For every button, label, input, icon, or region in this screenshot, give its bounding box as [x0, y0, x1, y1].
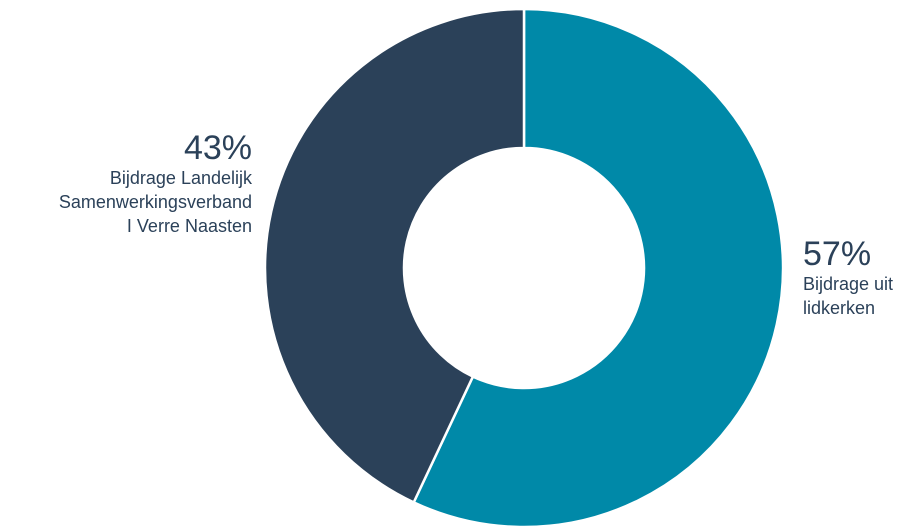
slice-desc-line: Bijdrage uit [803, 274, 894, 294]
slice-label-landelijk: 43% Bijdrage Landelijk Samenwerkingsverb… [59, 130, 252, 238]
slice-label-lidkerken: 57% Bijdrage uit lidkerken [803, 236, 893, 320]
slice-desc-line: Samenwerkingsverband [58, 192, 252, 212]
slice-desc-line: lidkerken [803, 298, 876, 318]
slice-percent-lidkerken: 57% [803, 235, 872, 273]
slice-percent-landelijk: 43% [183, 129, 252, 167]
slice-desc-line: I Verre Naasten [126, 216, 252, 236]
donut-slice-lidkerken [412, 7, 785, 526]
donut-slice-landelijk [263, 7, 526, 505]
slice-desc-line: Bijdrage Landelijk [109, 168, 252, 188]
